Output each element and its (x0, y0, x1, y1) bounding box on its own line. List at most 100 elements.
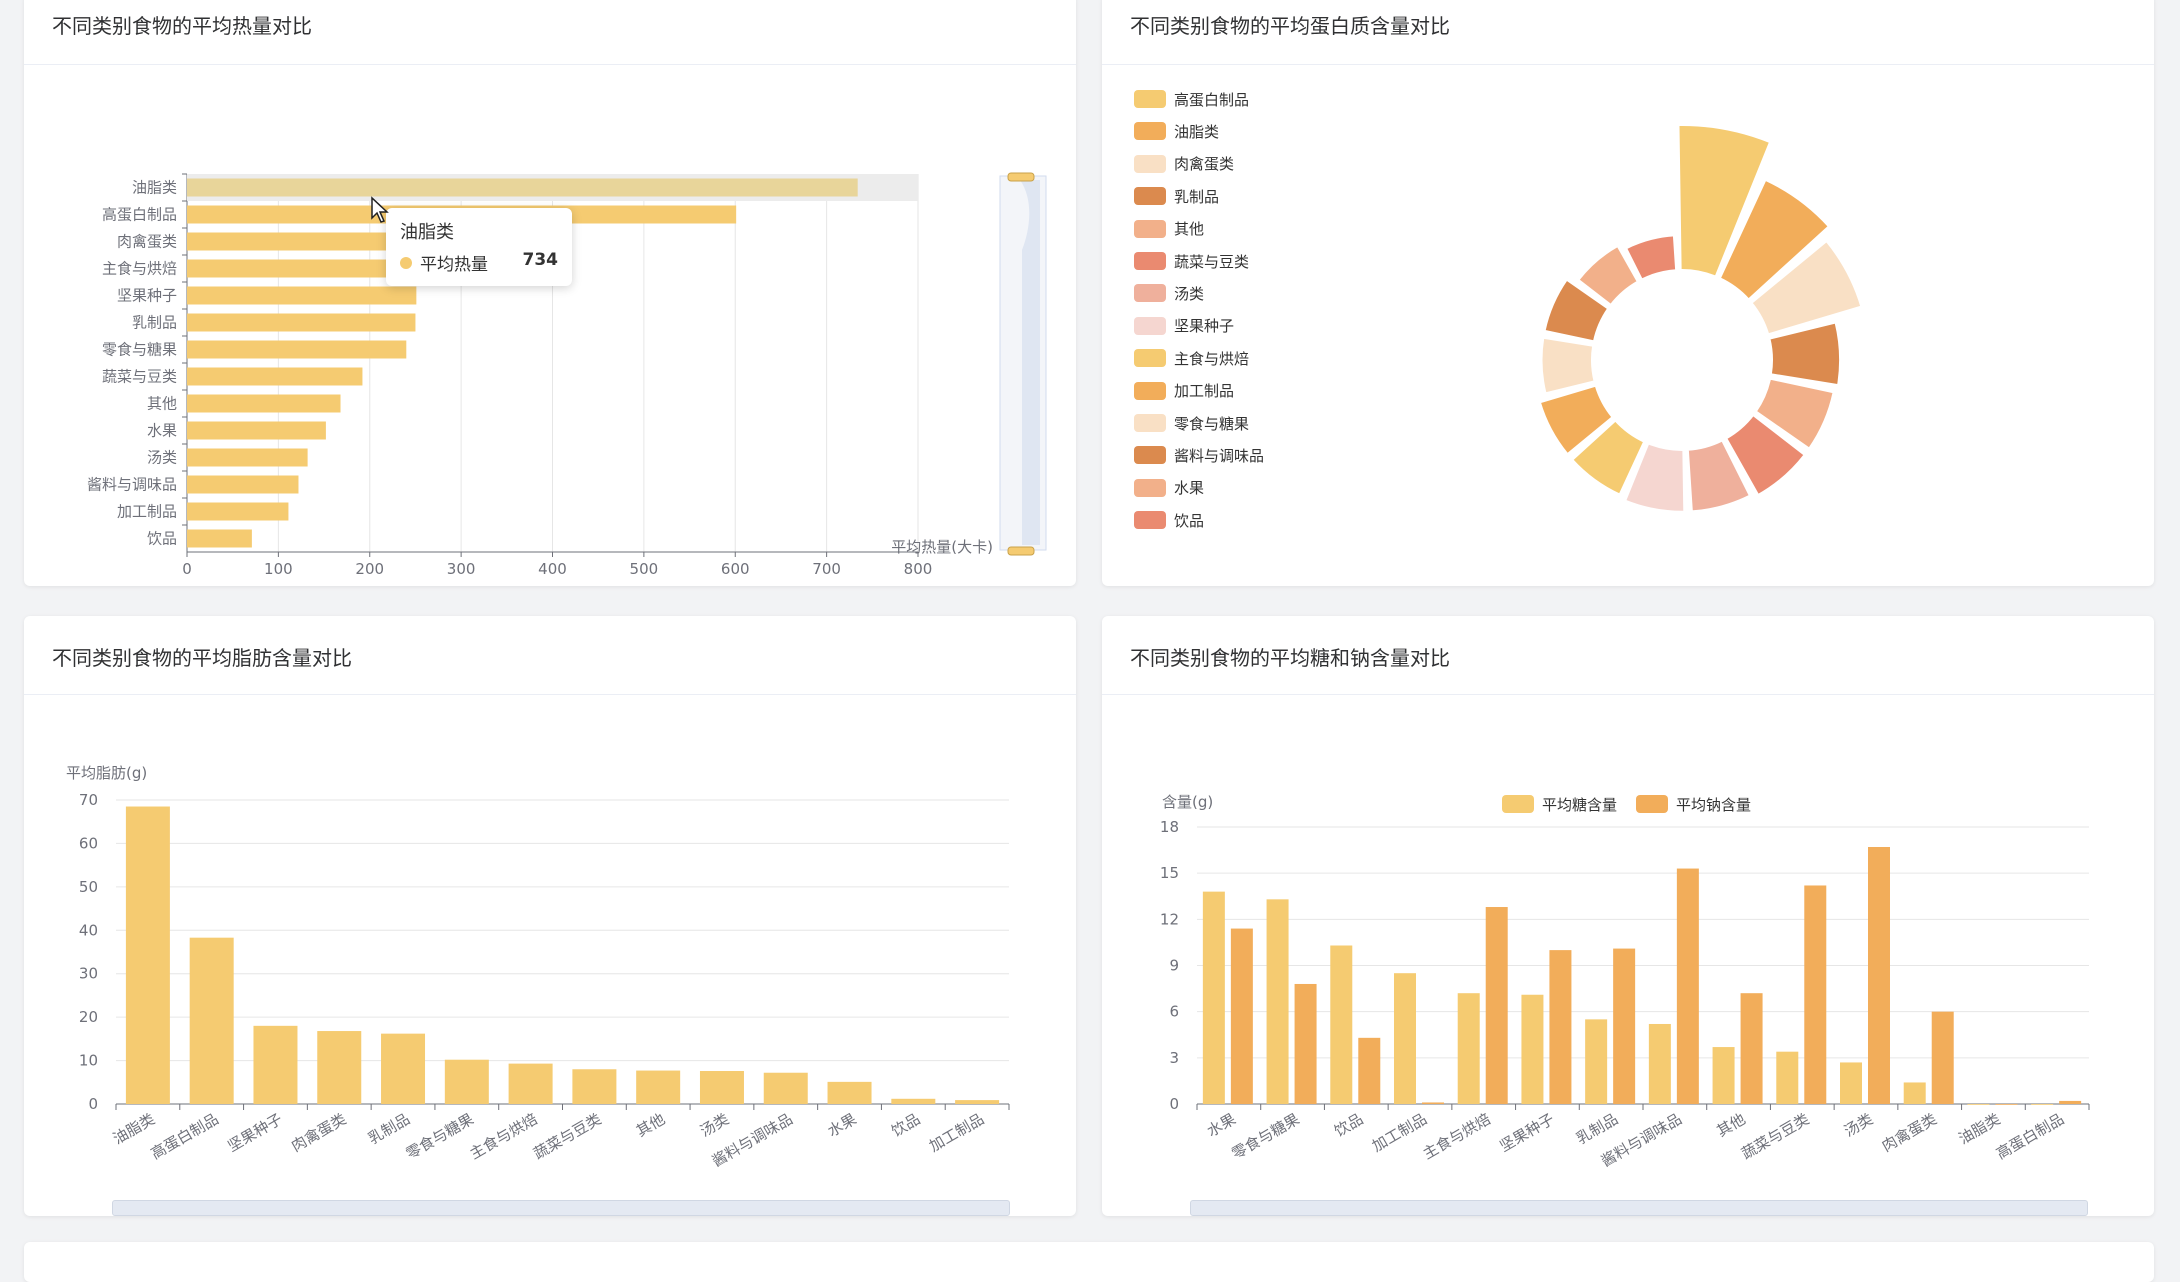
sodium-bar (1230, 928, 1253, 1104)
x-tick-label: 0 (182, 560, 192, 578)
legend-item[interactable]: 酱料与调味品 (1134, 444, 1264, 466)
legend-item[interactable]: 蔬菜与豆类 (1134, 250, 1249, 272)
slider-preview (1020, 180, 1040, 545)
x-tick-label: 主食与烘焙 (1420, 1110, 1494, 1163)
legend-label: 水果 (1174, 479, 1205, 498)
x-tick-label: 高蛋白制品 (1993, 1110, 2067, 1163)
legend-swatch (1134, 187, 1166, 206)
bar (891, 1098, 936, 1104)
legend-swatch (1636, 795, 1668, 813)
y-tick-label: 0 (1169, 1095, 1179, 1113)
legend-item[interactable]: 水果 (1134, 477, 1204, 499)
slider-handle-bottom (1007, 546, 1035, 556)
legend-item[interactable]: 其他 (1134, 218, 1204, 240)
y-tick-label: 12 (1160, 910, 1179, 928)
y-tick-label: 蔬菜与豆类 (102, 368, 177, 386)
x-tick-label: 饮品 (1331, 1110, 1366, 1141)
rose-slice (1625, 234, 1678, 281)
bar (955, 1100, 1000, 1104)
legend-swatch (1134, 284, 1166, 303)
sodium-bar (1740, 993, 1763, 1104)
bar (381, 1033, 426, 1104)
x-tick-label: 200 (355, 560, 384, 578)
rose-slice (1725, 414, 1806, 496)
bar (187, 475, 299, 494)
legend-item[interactable]: 高蛋白制品 (1134, 88, 1249, 110)
x-zoom-slider[interactable] (112, 1200, 1010, 1216)
legend-label: 坚果种子 (1174, 317, 1235, 336)
y-tick-label: 9 (1169, 957, 1179, 975)
x-tick-label: 乳制品 (1573, 1110, 1621, 1148)
x-tick-label: 其他 (1714, 1110, 1749, 1141)
sugar-bar (1394, 973, 1416, 1104)
sugar-bar (1330, 945, 1353, 1104)
x-tick-label: 蔬菜与豆类 (1738, 1110, 1812, 1163)
x-tick-label: 油脂类 (1955, 1110, 2003, 1148)
y-tick-label: 10 (79, 1052, 98, 1070)
legend-swatch (1134, 414, 1166, 432)
bar (636, 1070, 681, 1104)
x-tick-label: 水果 (1204, 1110, 1239, 1141)
legend-item[interactable]: 零食与糖果 (1134, 412, 1249, 434)
bar (187, 394, 341, 413)
panel-title: 不同类别食物的平均脂肪含量对比 (52, 646, 352, 670)
x-tick-label: 600 (721, 560, 750, 578)
rose-slice (1718, 178, 1830, 301)
x-axis-name: 平均热量(大卡) (891, 538, 993, 556)
protein-rose-chart (1538, 124, 1863, 513)
bar (187, 502, 289, 521)
x-tick-label: 零食与糖果 (1229, 1110, 1303, 1163)
legend-item[interactable]: 汤类 (1134, 282, 1204, 304)
divider (1102, 64, 2154, 65)
legend-swatch (1134, 90, 1166, 108)
rose-slice (1571, 419, 1646, 496)
legend-item[interactable]: 主食与烘焙 (1134, 347, 1249, 369)
y-tick-label: 高蛋白制品 (102, 206, 177, 224)
legend-label: 主食与烘焙 (1174, 349, 1250, 368)
sugar-bar (1457, 993, 1480, 1104)
x-zoom-slider[interactable] (1190, 1200, 2088, 1216)
legend-item[interactable]: 肉禽蛋类 (1134, 153, 1234, 175)
bar (444, 1059, 489, 1104)
y-tick-label: 18 (1160, 818, 1179, 836)
bar (508, 1063, 553, 1104)
bar (187, 421, 326, 440)
sodium-bar (1485, 907, 1508, 1104)
sugar-bar (1648, 1023, 1671, 1104)
panel-next (24, 1242, 2154, 1282)
y-tick-label: 0 (88, 1095, 98, 1113)
sugar-bar (1521, 994, 1544, 1104)
y-tick-label: 3 (1169, 1049, 1179, 1067)
sodium-bar (1868, 847, 1890, 1104)
sodium-bar (1294, 983, 1317, 1104)
sugar-bar (1967, 1104, 1990, 1105)
legend-item[interactable]: 坚果种子 (1134, 315, 1234, 337)
sodium-bar (1804, 885, 1827, 1104)
legend-label: 蔬菜与豆类 (1174, 252, 1250, 271)
y-tick-label: 20 (79, 1008, 98, 1026)
sugar-bar (2031, 1104, 2054, 1105)
legend-item[interactable]: 饮品 (1134, 509, 1204, 531)
bar (187, 313, 416, 332)
legend-swatch (1134, 122, 1166, 141)
legend-label: 酱料与调味品 (1174, 446, 1265, 465)
legend-item[interactable]: 乳制品 (1134, 185, 1219, 207)
legend-swatch (1502, 795, 1534, 813)
bar (187, 286, 417, 305)
legend-item[interactable]: 油脂类 (1134, 120, 1219, 142)
legend-label: 其他 (1174, 220, 1205, 239)
rose-slice (1538, 384, 1614, 456)
y-tick-label: 70 (79, 791, 98, 809)
y-tick-label: 30 (79, 965, 98, 983)
legend-item[interactable]: 加工制品 (1134, 380, 1234, 402)
legend-label: 肉禽蛋类 (1174, 155, 1235, 174)
bar (187, 232, 427, 251)
bar (763, 1072, 808, 1104)
sodium-bar (1358, 1037, 1381, 1104)
bar (253, 1025, 298, 1104)
legend-swatch (1134, 511, 1166, 530)
rose-slice (1624, 442, 1686, 513)
tooltip-title: 油脂类 (400, 222, 454, 243)
y-tick-label: 零食与糖果 (102, 341, 177, 359)
y-tick-label: 饮品 (147, 530, 177, 548)
